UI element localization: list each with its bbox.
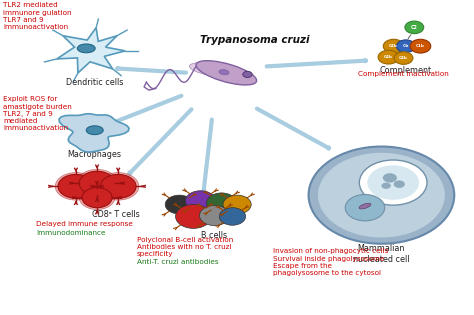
Circle shape	[396, 40, 415, 52]
Circle shape	[405, 21, 424, 34]
Circle shape	[367, 165, 419, 200]
Text: Trypanosoma cruzi: Trypanosoma cruzi	[200, 35, 309, 45]
Circle shape	[383, 39, 404, 53]
Polygon shape	[59, 114, 129, 152]
Circle shape	[100, 175, 136, 198]
Text: Mammalian
nucleated cell: Mammalian nucleated cell	[353, 244, 410, 264]
Text: Exploit ROS for
amastigote burden
TLR2, 7 and 9
mediated
immunoactivation: Exploit ROS for amastigote burden TLR2, …	[3, 96, 72, 131]
Circle shape	[345, 194, 385, 221]
Circle shape	[378, 50, 399, 64]
Circle shape	[383, 173, 397, 183]
Text: Dendritic cells: Dendritic cells	[66, 77, 123, 87]
Circle shape	[55, 173, 97, 200]
Ellipse shape	[86, 126, 103, 135]
Ellipse shape	[359, 203, 371, 209]
Text: C4b: C4b	[389, 44, 398, 48]
Circle shape	[76, 169, 118, 197]
Ellipse shape	[196, 61, 256, 85]
Polygon shape	[57, 28, 125, 73]
Text: Anti-T. cruzi antibodies: Anti-T. cruzi antibodies	[137, 260, 219, 266]
Text: Immunodominance: Immunodominance	[36, 230, 105, 236]
Circle shape	[359, 160, 427, 205]
Text: C1b: C1b	[416, 44, 425, 48]
Text: B cells: B cells	[201, 231, 228, 240]
Ellipse shape	[77, 44, 95, 53]
Circle shape	[58, 175, 94, 198]
Text: Complement: Complement	[380, 66, 432, 75]
Circle shape	[223, 195, 251, 214]
Circle shape	[207, 193, 237, 213]
Text: Macrophages: Macrophages	[68, 150, 122, 159]
Circle shape	[185, 191, 216, 211]
Circle shape	[165, 195, 193, 214]
Circle shape	[393, 180, 405, 188]
Circle shape	[243, 71, 252, 77]
Circle shape	[175, 204, 211, 228]
Circle shape	[309, 146, 454, 244]
Circle shape	[79, 171, 115, 195]
Text: Delayed immune response: Delayed immune response	[36, 221, 133, 227]
Text: Cb: Cb	[403, 44, 409, 48]
Ellipse shape	[190, 63, 235, 77]
Text: C4b: C4b	[384, 55, 393, 59]
Circle shape	[382, 183, 391, 189]
Circle shape	[318, 153, 445, 238]
Text: TLR2 mediated
immunore gulation
TLR7 and 9
immunoactivation: TLR2 mediated immunore gulation TLR7 and…	[3, 2, 72, 30]
Circle shape	[219, 208, 246, 225]
Circle shape	[394, 52, 413, 64]
Ellipse shape	[219, 70, 229, 75]
Circle shape	[410, 39, 431, 53]
Circle shape	[82, 188, 112, 208]
Circle shape	[79, 186, 115, 209]
Text: C2: C2	[411, 25, 418, 30]
Circle shape	[98, 173, 139, 200]
Text: CD8ᵃ T cells: CD8ᵃ T cells	[92, 210, 140, 219]
Circle shape	[200, 205, 229, 226]
Text: Invasion of non-phagocytic cells
Survival inside phagolysosome
Escape from the
p: Invasion of non-phagocytic cells Surviva…	[273, 249, 389, 276]
Text: C4b: C4b	[399, 56, 408, 60]
Text: Polyclonal B-cell activation
Antibodies with no T. cruzi
specificity: Polyclonal B-cell activation Antibodies …	[137, 237, 233, 257]
Text: Complement inactivation: Complement inactivation	[358, 71, 449, 77]
